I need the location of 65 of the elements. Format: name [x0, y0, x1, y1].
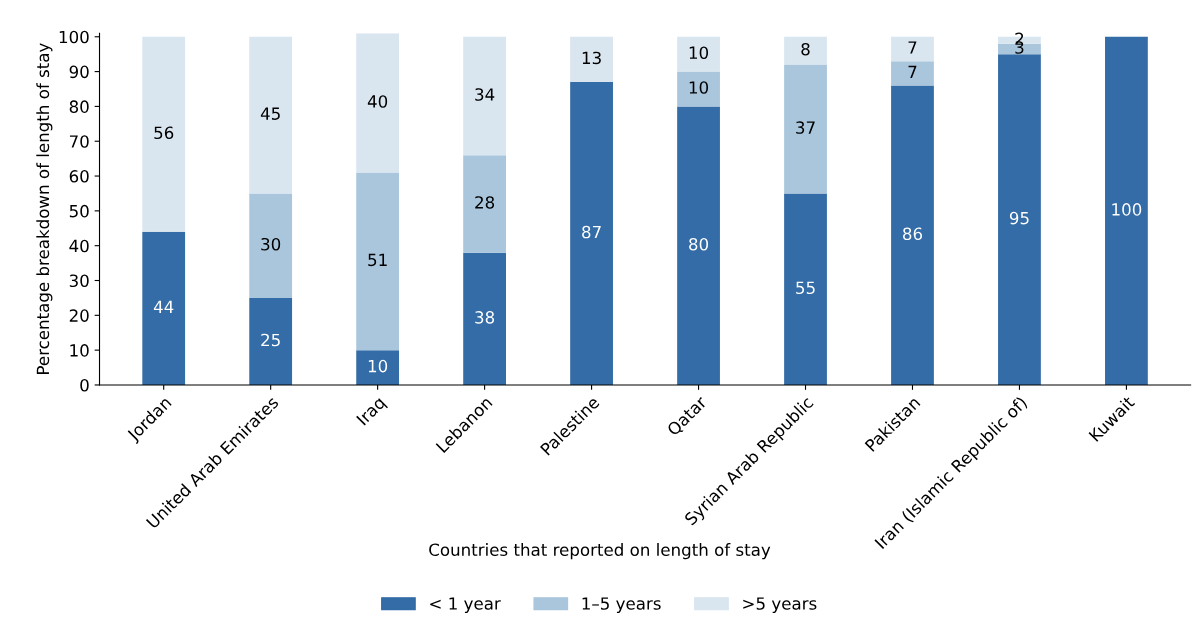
data-label: 45: [260, 107, 280, 120]
data-label: 10: [689, 81, 709, 94]
y-tick-label: 50: [69, 204, 89, 218]
data-label: 51: [368, 253, 387, 267]
bar: [570, 36, 613, 83]
bar: [677, 106, 720, 385]
data-label: 8: [801, 42, 810, 56]
data-label: 34: [475, 88, 495, 101]
data-label: 38: [475, 311, 495, 324]
bar: [463, 252, 506, 385]
bar: [249, 36, 293, 194]
bar: [249, 193, 293, 298]
bar: [1105, 36, 1148, 385]
y-tick-label: 30: [69, 274, 89, 288]
bar: [356, 33, 400, 173]
x-tick-label: Iraq: [356, 396, 388, 428]
y-tick-label: 0: [80, 378, 89, 392]
data-label: 44: [153, 300, 174, 313]
x-axis-title: Countries that reported on length of stay: [429, 543, 771, 560]
y-tick-label: 40: [69, 239, 89, 253]
bar: [784, 64, 827, 194]
bar: [356, 172, 400, 351]
bar: [891, 85, 934, 385]
y-axis-title: Percentage breakdown of length of stay: [36, 43, 53, 374]
data-label: 10: [368, 359, 388, 373]
y-tick-label: 10: [70, 344, 89, 357]
legend-label: < 1 year: [430, 597, 501, 613]
bar: [570, 82, 613, 385]
y-tick-label: 100: [59, 30, 89, 44]
bar: [998, 54, 1041, 385]
data-label: 100: [1112, 203, 1142, 216]
y-tick-label: 70: [69, 135, 89, 148]
y-tick-label: 20: [69, 309, 89, 322]
bar: [677, 71, 720, 107]
data-label: 87: [582, 225, 601, 239]
bar: [784, 193, 827, 385]
data-label: 86: [903, 227, 923, 241]
data-label: 7: [908, 41, 917, 54]
y-tick-label: 80: [69, 100, 89, 113]
bar: [784, 36, 827, 65]
bar: [677, 36, 720, 72]
y-tick-label: 60: [69, 170, 89, 183]
data-label: 30: [261, 237, 281, 251]
y-tick-label: 90: [69, 65, 89, 79]
data-label: 10: [689, 46, 709, 60]
bar: [891, 61, 934, 86]
data-label: 80: [689, 237, 709, 251]
data-label: 7: [908, 65, 917, 78]
bar: [891, 36, 934, 62]
bar: [356, 350, 400, 385]
data-label: 95: [1009, 211, 1029, 225]
data-label: 40: [367, 95, 388, 108]
bar: [249, 297, 293, 385]
data-label: 28: [475, 196, 495, 209]
bar: [463, 155, 506, 253]
legend-label: >5 years: [743, 597, 817, 613]
data-label: 13: [582, 51, 601, 65]
data-label: 55: [796, 281, 815, 295]
legend-label: 1–5 years: [582, 597, 661, 613]
bar: [463, 36, 506, 156]
data-label: 56: [154, 126, 174, 140]
bar: [142, 231, 186, 385]
data-label: 37: [796, 121, 815, 134]
bar: [142, 36, 186, 232]
data-label: 25: [261, 333, 280, 347]
